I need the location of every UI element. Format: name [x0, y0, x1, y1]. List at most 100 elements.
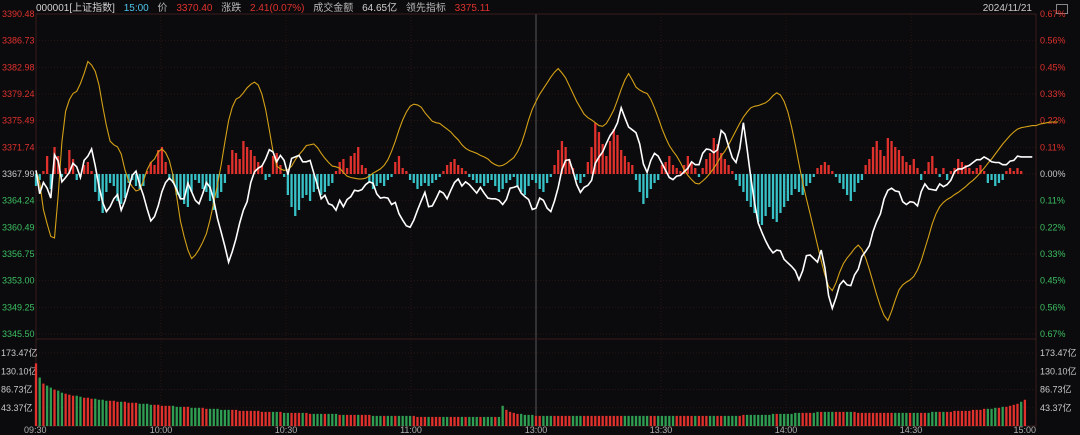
volume-bar	[208, 408, 212, 426]
strength-bar	[557, 150, 560, 174]
volume-bar	[679, 415, 682, 426]
strength-bar	[679, 171, 682, 174]
strength-bar	[983, 171, 986, 174]
volume-bar	[968, 410, 971, 426]
strength-bar	[808, 174, 812, 183]
strength-bar	[127, 174, 130, 183]
volume-bar	[464, 416, 467, 426]
volume-bar	[342, 414, 345, 426]
strength-bar	[894, 147, 897, 174]
strength-bar	[138, 174, 141, 189]
volume-bar	[820, 411, 823, 426]
volume-bar	[849, 411, 852, 426]
strength-bar	[301, 174, 304, 198]
strength-bar	[675, 168, 678, 174]
volume-bar	[457, 416, 460, 426]
volume-bar	[197, 407, 201, 426]
volume-bar	[183, 406, 186, 426]
strength-bar	[775, 174, 778, 222]
strength-bar	[964, 165, 967, 174]
volume-bar	[505, 409, 508, 426]
strength-bar	[845, 174, 849, 195]
volume-bar	[557, 415, 560, 426]
strength-bar	[375, 174, 378, 186]
strength-bar	[912, 159, 915, 174]
strength-bar	[468, 174, 471, 177]
pct-tick-label: 0.56%	[1040, 36, 1066, 46]
strength-bar	[190, 174, 193, 192]
volume-bar	[523, 414, 527, 426]
volume-bar	[175, 406, 178, 426]
strength-bar	[990, 174, 993, 180]
strength-bar	[742, 174, 745, 192]
volume-tick-label: 43.37亿	[1040, 402, 1072, 413]
volume-bar	[749, 414, 752, 426]
price-value: 3370.40	[176, 3, 213, 14]
strength-bar	[405, 171, 408, 174]
volume-bar	[394, 415, 397, 426]
strength-bar	[923, 171, 927, 174]
volume-bar	[338, 414, 341, 426]
pct-tick-label: 0.56%	[1040, 302, 1066, 312]
volume-bar	[527, 414, 530, 426]
volume-bar	[705, 415, 708, 426]
volume-bar	[501, 405, 504, 426]
menu-icon[interactable]	[1056, 4, 1068, 14]
strength-bar	[638, 174, 641, 192]
change-label: 涨跌	[221, 3, 242, 14]
volume-bar	[475, 416, 478, 426]
strength-bar	[653, 174, 656, 183]
strength-bar	[368, 174, 371, 183]
strength-bar	[86, 162, 89, 174]
strength-bar	[316, 174, 319, 189]
strength-bar	[975, 168, 978, 174]
strength-bar	[286, 174, 289, 195]
strength-bar	[594, 123, 597, 174]
strength-bar	[831, 171, 834, 174]
strength-bar	[238, 159, 241, 174]
volume-bar	[442, 416, 445, 426]
strength-bar	[1001, 174, 1004, 180]
volume-bar	[879, 412, 882, 426]
volume-bar	[779, 413, 782, 426]
time-tick-label: 10:30	[275, 425, 298, 435]
volume-bar	[520, 413, 523, 426]
strength-bar	[105, 174, 108, 192]
volume-bar	[245, 410, 249, 426]
strength-bar	[508, 174, 512, 180]
price-tick-label: 3390.48	[2, 9, 35, 19]
strength-bar	[349, 156, 352, 174]
volume-bar	[764, 414, 767, 426]
volume-bar	[512, 412, 515, 426]
strength-bar	[760, 174, 764, 225]
strength-bar	[364, 168, 367, 174]
strength-bar	[1008, 168, 1012, 174]
strength-bar	[420, 174, 423, 186]
time-tick-label: 13:30	[650, 425, 673, 435]
strength-bar	[897, 150, 901, 174]
strength-bar	[908, 165, 912, 174]
strength-bar	[227, 165, 230, 174]
strength-bar	[497, 174, 501, 192]
volume-bar	[916, 412, 919, 426]
volume-bar	[953, 410, 956, 426]
volume-bar	[949, 411, 952, 426]
strength-bar	[620, 150, 623, 174]
strength-bar	[353, 153, 356, 174]
volume-bar	[234, 409, 238, 426]
volume-bar	[308, 413, 312, 426]
strength-bar	[942, 168, 945, 174]
volume-bar	[683, 415, 686, 426]
price-tick-label: 3375.49	[2, 116, 35, 126]
strength-bar	[94, 174, 97, 192]
strength-bar	[768, 174, 771, 207]
volume-bar	[823, 411, 827, 426]
strength-bar	[627, 162, 630, 174]
pct-tick-label: 0.00%	[1040, 169, 1066, 179]
volume-bar	[34, 363, 38, 426]
volume-bar	[490, 416, 493, 426]
strength-bar	[1012, 171, 1015, 174]
strength-bar	[260, 165, 264, 174]
strength-bar	[645, 174, 649, 198]
